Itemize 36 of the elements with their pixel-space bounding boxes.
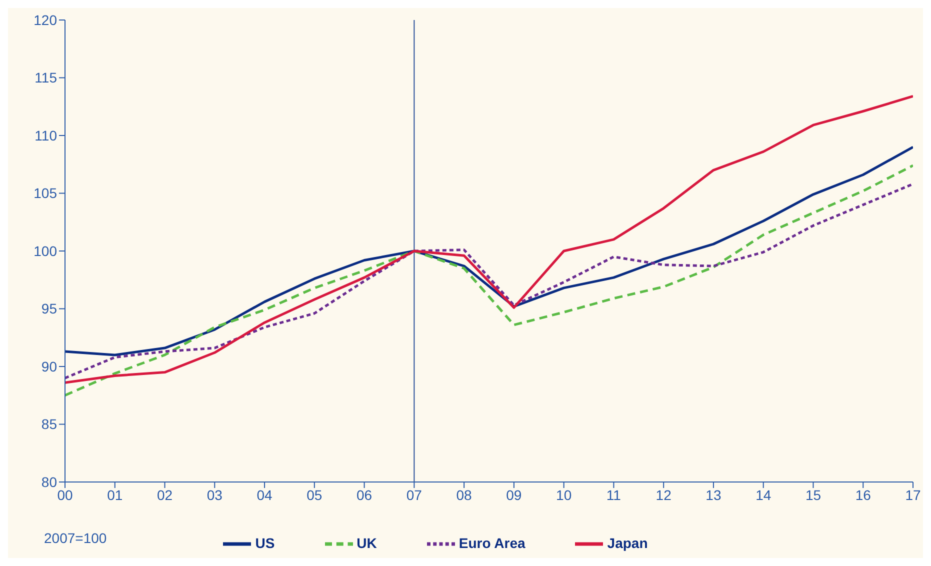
x-tick-label: 12 [656, 486, 672, 503]
legend-label: Euro Area [458, 534, 526, 551]
y-tick-label: 120 [34, 12, 58, 28]
x-tick-label: 09 [506, 486, 522, 503]
x-tick-label: 14 [756, 486, 772, 503]
legend-label: Japan [607, 534, 648, 551]
y-tick-label: 95 [41, 300, 58, 317]
text: 2007=100 [44, 530, 107, 546]
x-tick-label: 08 [456, 486, 472, 503]
line-series [65, 146, 913, 356]
x-tick-label: 01 [107, 486, 123, 503]
y-tick-label: 105 [34, 185, 58, 202]
x-tick-label: 04 [256, 486, 273, 503]
y-tick-label: 90 [41, 358, 58, 374]
y-tick-label: 100 [34, 242, 58, 259]
x-tick-label: 06 [356, 486, 372, 503]
line-series [65, 94, 913, 384]
line-series [65, 164, 913, 397]
x-tick-label: 07 [406, 486, 422, 503]
x-tick-label: 02 [156, 486, 173, 503]
y-tick-label: 110 [34, 127, 58, 144]
legend-label: US [255, 534, 275, 551]
y-tick-label: 80 [41, 474, 58, 490]
y-tick-label: 85 [41, 416, 58, 432]
x-tick-label: 00 [57, 486, 73, 503]
x-tick-label: 17 [905, 486, 921, 503]
y-tick-label: 115 [34, 70, 58, 86]
x-tick-label: 10 [556, 486, 572, 503]
x-tick-label: 15 [805, 486, 822, 503]
legend-label: UK [356, 534, 377, 551]
x-tick-label: 16 [855, 486, 872, 503]
line-series [65, 182, 913, 380]
x-tick-label: 13 [706, 486, 722, 503]
x-tick-label: 11 [606, 486, 622, 503]
x-tick-label: 05 [306, 486, 322, 503]
x-tick-label: 03 [206, 486, 223, 503]
